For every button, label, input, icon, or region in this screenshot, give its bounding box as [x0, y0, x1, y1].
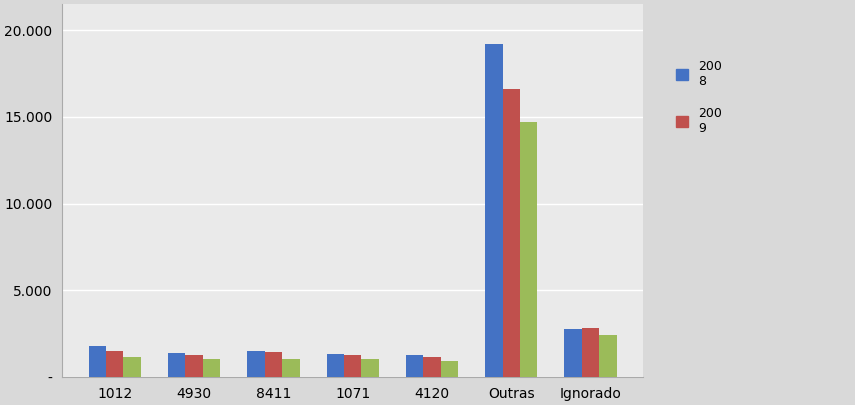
- Bar: [89, 346, 106, 377]
- Bar: [327, 354, 344, 377]
- Bar: [265, 352, 282, 377]
- Bar: [247, 351, 265, 377]
- Bar: [106, 351, 123, 377]
- Bar: [186, 356, 203, 377]
- Bar: [440, 360, 458, 377]
- Bar: [203, 359, 221, 377]
- Bar: [520, 122, 538, 377]
- Bar: [599, 335, 616, 377]
- Bar: [168, 353, 186, 377]
- Bar: [582, 328, 599, 377]
- Bar: [344, 356, 362, 377]
- Legend: 200
8, 200
9: 200 8, 200 9: [670, 55, 727, 140]
- Bar: [485, 44, 503, 377]
- Bar: [423, 357, 440, 377]
- Bar: [282, 359, 299, 377]
- Bar: [123, 357, 141, 377]
- Bar: [406, 356, 423, 377]
- Bar: [362, 359, 379, 377]
- Bar: [503, 89, 520, 377]
- Bar: [564, 329, 582, 377]
